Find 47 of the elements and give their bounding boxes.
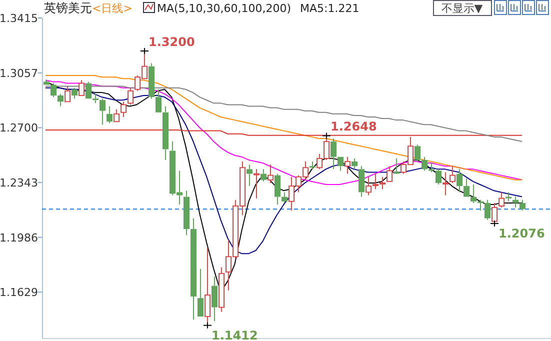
candlestick xyxy=(310,161,316,170)
chart-title: 英镑美元 xyxy=(44,1,92,15)
candlestick xyxy=(100,98,106,126)
candlestick xyxy=(212,276,218,322)
annotation: 1.3200 xyxy=(148,35,195,49)
candlestick xyxy=(478,199,484,212)
candlestick xyxy=(330,138,336,170)
candlestick xyxy=(162,106,168,160)
y-tick-label: 1.3057 xyxy=(0,66,38,80)
candlestick xyxy=(422,156,428,172)
candlestick xyxy=(246,164,252,187)
y-tick-label: 1.1629 xyxy=(0,286,38,300)
candlestick xyxy=(414,144,420,162)
candlestick xyxy=(190,218,196,320)
annotation: 1.1412 xyxy=(212,328,258,341)
chart-subtitle: <日线> xyxy=(92,2,132,15)
y-tick-label: 1.2343 xyxy=(0,176,38,190)
y-tick-label: 1.2700 xyxy=(0,122,38,135)
annotation: 1.2648 xyxy=(330,120,377,134)
candlestick xyxy=(148,62,154,100)
candlestick xyxy=(484,199,490,220)
candlestick xyxy=(520,199,526,212)
candlestick xyxy=(274,173,280,205)
candlestick xyxy=(436,168,442,186)
candlestick xyxy=(260,168,266,182)
candlestick xyxy=(106,106,112,124)
candlestick xyxy=(184,190,190,236)
candlestick xyxy=(512,196,518,208)
candlestick xyxy=(352,158,358,170)
candlestick xyxy=(58,93,64,107)
candlestick xyxy=(358,166,364,198)
candlestick xyxy=(254,168,260,199)
candlestick xyxy=(506,192,512,202)
candlestick xyxy=(50,82,56,98)
candlestick xyxy=(72,87,78,100)
y-tick-label: 1.3415 xyxy=(0,12,38,25)
candlestick xyxy=(470,184,476,204)
candlestick xyxy=(282,192,288,204)
candlestick xyxy=(456,168,462,193)
candlestick xyxy=(428,162,434,173)
text: MA(5,10,30,60,100,200) xyxy=(157,2,292,15)
text: MA5:1.221 xyxy=(300,2,360,15)
candlestick xyxy=(442,172,448,196)
text: 不显示▼ xyxy=(441,2,484,15)
candlestick xyxy=(92,93,98,104)
annotation: 1.2076 xyxy=(498,226,545,241)
y-tick-label: 1.1986 xyxy=(0,231,38,244)
